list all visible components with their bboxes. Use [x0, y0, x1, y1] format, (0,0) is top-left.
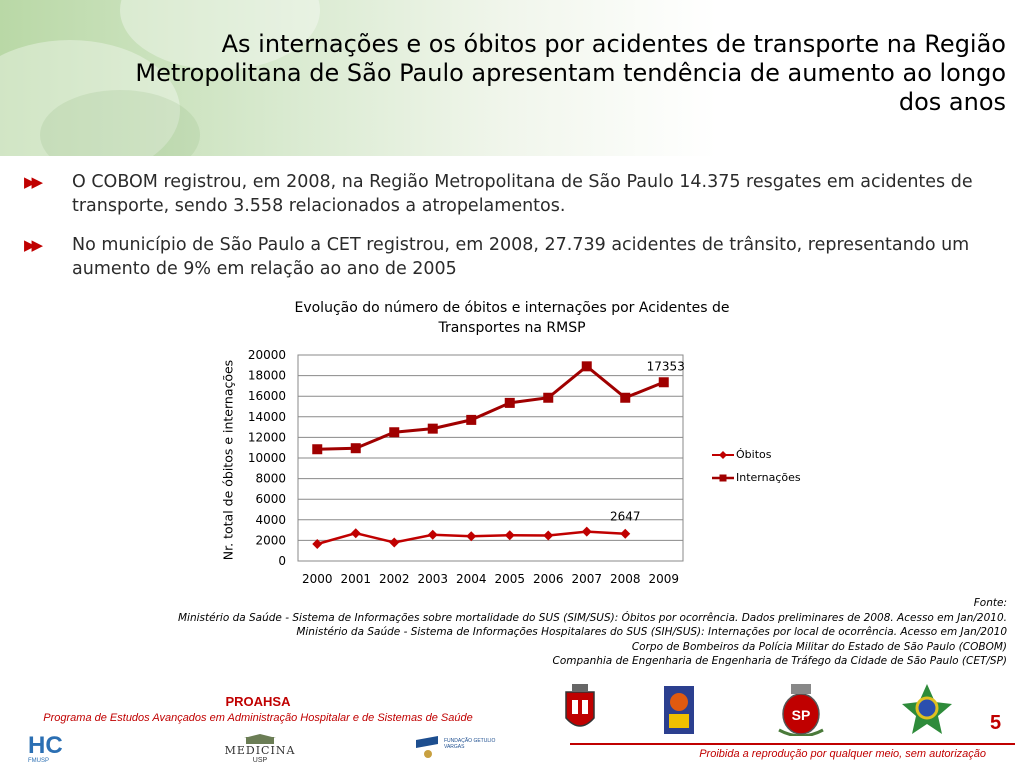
page-title: As internações e os óbitos por acidentes… [135, 30, 1006, 116]
data-point-square [389, 427, 400, 438]
sources-heading: Fonte: [973, 597, 1007, 609]
source-line: Companhia de Engenharia de Engenharia de… [552, 655, 1007, 667]
y-tick-label: 2000 [255, 533, 286, 547]
sao-paulo-state-seal-logo: SP [778, 684, 824, 736]
x-tick-label: 2008 [610, 572, 641, 586]
legend-label: Internações [736, 471, 801, 484]
data-point-diamond [581, 526, 592, 537]
header-banner: As internações e os óbitos por acidentes… [0, 0, 1024, 156]
x-tick-label: 2006 [533, 572, 564, 586]
bullet-text: No município de São Paulo a CET registro… [72, 235, 970, 279]
x-tick-label: 2004 [456, 572, 487, 586]
fgv-logo: FUNDAÇÃO GETULIO VARGAS [416, 736, 496, 766]
sources-block: Fonte: Ministério da Saúde - Sistema de … [147, 596, 1007, 669]
x-tick-label: 2007 [571, 572, 602, 586]
y-tick-label: 20000 [248, 348, 286, 362]
x-tick-label: 2001 [340, 572, 371, 586]
data-point-square [543, 392, 554, 403]
chart-title: Evolução do número de óbitos e internaçõ… [294, 300, 730, 336]
x-tick-label: 2002 [379, 572, 410, 586]
logo-text: FUNDAÇÃO GETULIO VARGAS [444, 738, 496, 750]
data-point-square [620, 392, 631, 403]
building-icon [244, 734, 276, 744]
logo-text: MEDICINA [224, 744, 296, 757]
source-line: Ministério da Saúde - Sistema de Informa… [296, 626, 1007, 638]
y-tick-label: 6000 [255, 492, 286, 506]
y-tick-label: 16000 [248, 389, 286, 403]
page-number: 5 [990, 712, 1002, 734]
logo-subtext: FMUSP [28, 758, 49, 764]
data-point-diamond [504, 530, 515, 541]
sus-logo [664, 686, 694, 734]
bullet-text: O COBOM registrou, em 2008, na Região Me… [72, 172, 973, 216]
x-tick-label: 2000 [302, 572, 333, 586]
fgv-symbol-icon [416, 736, 438, 758]
legend-label: Óbitos [736, 448, 772, 461]
x-tick-label: 2003 [417, 572, 448, 586]
data-point-square [312, 444, 323, 455]
square-marker-icon [712, 474, 734, 482]
data-point-square [427, 423, 438, 434]
double-arrow-icon: ▶▶ [24, 236, 43, 254]
data-point-diamond [350, 528, 361, 539]
series-line-internacoes [317, 364, 665, 451]
x-tick-label: 2009 [648, 572, 679, 586]
medicina-usp-logo: MEDICINA USP [222, 734, 298, 768]
proahsa-label: PROAHSA [225, 694, 291, 709]
source-line: Corpo de Bombeiros da Polícia Militar do… [631, 640, 1007, 653]
data-point-square [466, 414, 477, 425]
x-tick-label: 2005 [494, 572, 525, 586]
data-point-diamond [389, 537, 400, 548]
data-point-square [504, 397, 515, 408]
logo-subtext: USP [252, 757, 268, 764]
data-point-diamond [312, 539, 323, 550]
line-chart: 0 2000 4000 6000 8000 10000 12000 14000 16000 180… [248, 348, 685, 586]
footer-divider [570, 743, 1015, 745]
y-tick-label: 10000 [248, 451, 286, 465]
data-point-diamond [620, 528, 631, 539]
data-point-square [658, 377, 669, 388]
y-tick-label: 12000 [248, 430, 286, 444]
data-point-diamond [427, 529, 438, 540]
data-label: 2647 [610, 510, 641, 524]
data-point-diamond [466, 531, 477, 542]
source-line: Ministério da Saúde - Sistema de Informa… [177, 611, 1007, 624]
hc-fmusp-logo: HC FMUSP [28, 734, 76, 766]
program-label: Programa de Estudos Avançados em Adminis… [43, 712, 473, 724]
diamond-marker-icon [712, 451, 734, 459]
copyright-notice: Proibida a reprodução por qualquer meio,… [699, 748, 986, 760]
data-point-square [350, 443, 361, 454]
y-tick-label: 4000 [255, 513, 286, 527]
data-point-square [581, 361, 592, 372]
brazil-coat-of-arms-logo [902, 684, 952, 734]
sao-paulo-city-seal-logo [565, 684, 595, 727]
y-tick-label: 8000 [255, 472, 286, 486]
data-point-diamond [543, 530, 554, 541]
y-tick-label: 18000 [248, 369, 286, 383]
data-label: 17353 [647, 359, 685, 373]
y-tick-label: 14000 [248, 410, 286, 424]
double-arrow-icon: ▶▶ [24, 173, 43, 191]
logo-text: HC [28, 732, 63, 759]
logo-text: SP [792, 707, 811, 723]
y-tick-label: 0 [278, 554, 286, 568]
